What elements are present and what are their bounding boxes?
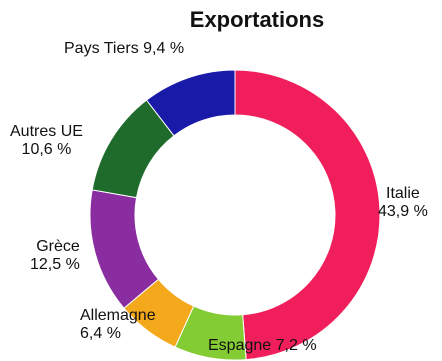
label-espagne: Espagne 7,2 % (208, 337, 317, 354)
label-allemagne: Allemagne 6,4 % (80, 307, 156, 342)
label-italie: Italie 43,9 % (378, 185, 428, 220)
slice-pays-tiers (145, 69, 236, 137)
slice-italie (234, 69, 381, 361)
label-autres-ue: Autres UE 10,6 % (10, 123, 83, 158)
label-grece: Grèce 12,5 % (30, 238, 80, 273)
chart-title: Exportations (189, 7, 325, 32)
label-pays-tiers: Pays Tiers 9,4 % (64, 40, 185, 57)
